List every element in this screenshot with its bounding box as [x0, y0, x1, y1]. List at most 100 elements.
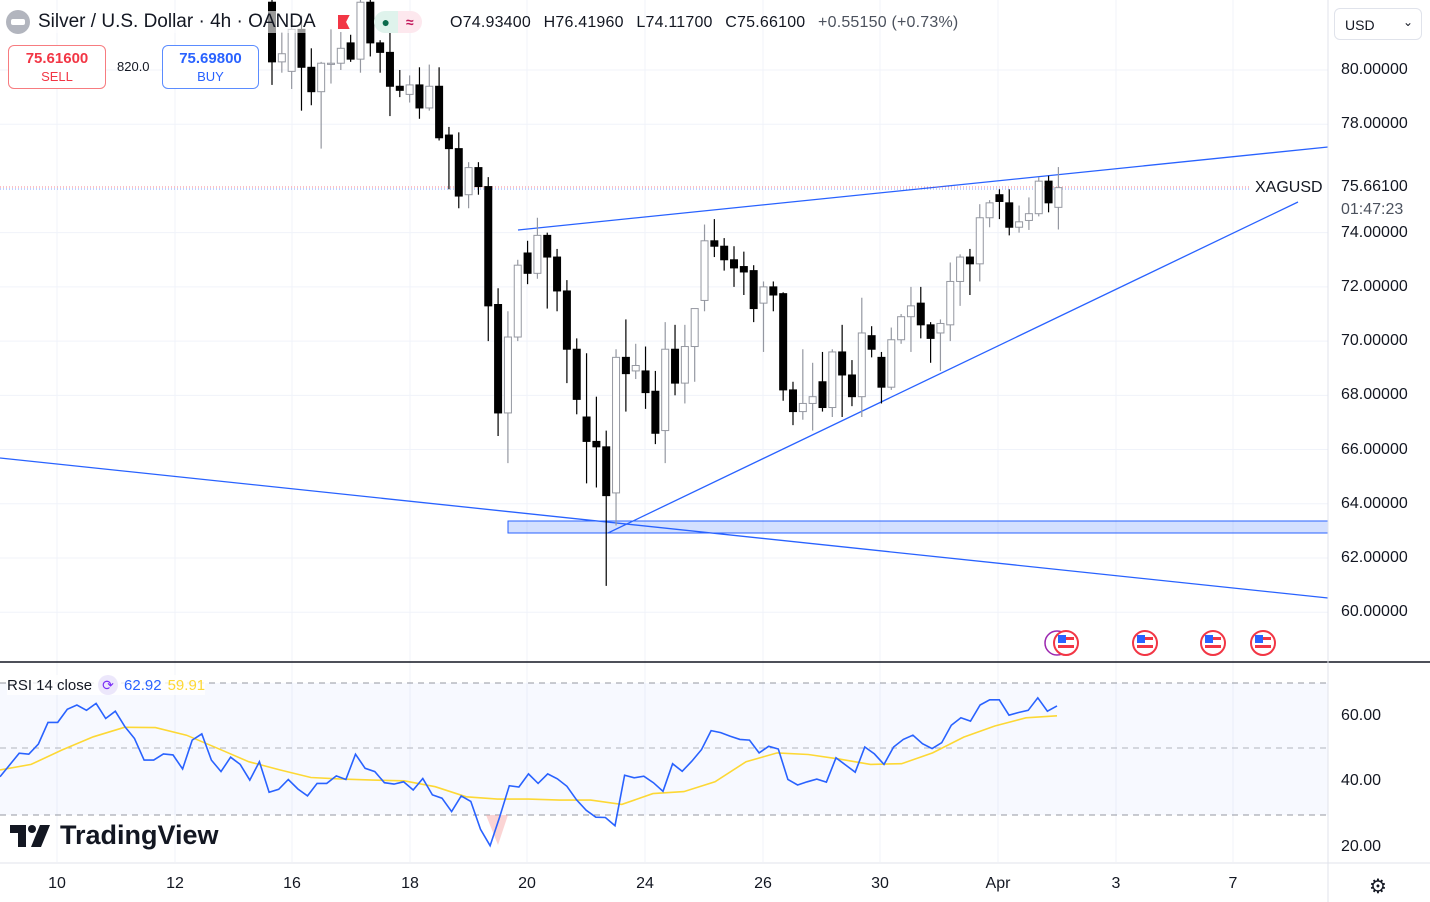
candle-up[interactable]	[1034, 177, 1043, 217]
candle-down[interactable]	[553, 248, 562, 312]
candle-down[interactable]	[788, 381, 797, 426]
candle-down[interactable]	[671, 324, 680, 396]
candle-up[interactable]	[906, 286, 915, 352]
rsi-legend[interactable]: RSI 14 close ⟳ 62.92 59.91	[7, 675, 206, 695]
symbol-title[interactable]: Silver / U.S. Dollar · 4h · OANDA	[36, 11, 318, 33]
candle-down[interactable]	[494, 288, 503, 436]
rising-support-trendline[interactable]	[607, 201, 1299, 534]
candle-down[interactable]	[641, 346, 650, 409]
candle-up[interactable]	[857, 297, 866, 418]
upper-resistance-trendline[interactable]	[517, 146, 1329, 231]
buy-button[interactable]: 75.69800 BUY	[162, 45, 259, 89]
candle-up[interactable]	[277, 32, 286, 73]
candle-up[interactable]	[680, 324, 689, 404]
us-flag-event-icon[interactable]	[1250, 630, 1276, 656]
candle-up[interactable]	[700, 224, 709, 312]
candle-down[interactable]	[562, 280, 571, 384]
candle-up[interactable]	[533, 217, 542, 279]
candle-down[interactable]	[1044, 175, 1053, 213]
candle-down[interactable]	[730, 246, 739, 287]
candle-down[interactable]	[877, 351, 886, 404]
candle-down[interactable]	[395, 70, 404, 98]
candle-up[interactable]	[956, 254, 965, 306]
candle-down[interactable]	[454, 132, 463, 209]
candle-body	[543, 234, 552, 258]
candle-up[interactable]	[513, 259, 522, 342]
candle-down[interactable]	[435, 67, 444, 141]
candle-up[interactable]	[1054, 167, 1063, 230]
flag-icon[interactable]	[337, 15, 350, 29]
candle-down[interactable]	[720, 238, 729, 271]
candle-up[interactable]	[317, 61, 326, 149]
candle-down[interactable]	[415, 67, 424, 119]
refresh-icon[interactable]: ⟳	[98, 675, 119, 695]
candle-up[interactable]	[405, 75, 414, 103]
us-flag-event-icon[interactable]	[1132, 630, 1158, 656]
candle-up[interactable]	[1024, 197, 1033, 230]
candle-down[interactable]	[543, 232, 552, 309]
sell-button[interactable]: 75.61600 SELL	[8, 45, 106, 89]
candle-down[interactable]	[484, 177, 493, 342]
candle-down[interactable]	[307, 48, 316, 106]
candle-up[interactable]	[336, 32, 345, 70]
candle-down[interactable]	[867, 326, 876, 358]
candle-up[interactable]	[631, 343, 640, 380]
candle-down[interactable]	[444, 126, 453, 190]
candle-body	[1005, 202, 1014, 228]
candle-up[interactable]	[356, 0, 365, 73]
candle-up[interactable]	[985, 200, 994, 228]
candle-up[interactable]	[798, 349, 807, 420]
candle-up[interactable]	[464, 162, 473, 209]
candle-up[interactable]	[690, 308, 699, 382]
candle-down[interactable]	[572, 338, 581, 415]
candle-down[interactable]	[926, 322, 935, 363]
descending-trendline[interactable]	[0, 457, 1329, 599]
candle-down[interactable]	[769, 281, 778, 312]
candle-down[interactable]	[346, 34, 355, 62]
symbol-header[interactable]: Silver / U.S. Dollar · 4h · OANDA ● ≈	[6, 10, 422, 34]
candle-up[interactable]	[612, 349, 621, 526]
market-status[interactable]: ● ≈	[373, 11, 422, 33]
candle-down[interactable]	[1005, 189, 1014, 236]
candle-down[interactable]	[376, 40, 385, 73]
candle-up[interactable]	[936, 319, 945, 371]
candle-down[interactable]	[739, 251, 748, 296]
candle-up[interactable]	[975, 204, 984, 282]
candle-down[interactable]	[818, 351, 827, 412]
candle-up[interactable]	[887, 327, 896, 390]
candle-down[interactable]	[838, 324, 847, 418]
support-zone[interactable]	[507, 520, 1329, 534]
candle-down[interactable]	[592, 396, 601, 488]
candle-down[interactable]	[995, 189, 1004, 220]
candle-down[interactable]	[385, 29, 394, 117]
candle-up[interactable]	[425, 64, 434, 111]
candle-up[interactable]	[828, 349, 837, 418]
candle-up[interactable]	[759, 281, 768, 352]
candle-down[interactable]	[582, 353, 591, 484]
candle-up[interactable]	[897, 313, 906, 344]
candle-down[interactable]	[916, 286, 925, 339]
candle-up[interactable]	[1015, 205, 1024, 233]
candle-down[interactable]	[474, 162, 483, 195]
candle-down[interactable]	[847, 360, 856, 407]
candle-down[interactable]	[749, 265, 758, 323]
currency-select[interactable]: USD ⌄	[1334, 8, 1422, 40]
us-flag-event-icon[interactable]	[1200, 630, 1226, 656]
us-flag-event-icon[interactable]	[1053, 630, 1079, 656]
candle-down[interactable]	[602, 430, 611, 586]
candle-down[interactable]	[779, 292, 788, 401]
candle-up[interactable]	[326, 29, 335, 84]
economic-events[interactable]	[1044, 630, 1276, 656]
candle-down[interactable]	[965, 248, 974, 296]
candle-down[interactable]	[621, 319, 630, 412]
candle-up[interactable]	[503, 311, 512, 464]
candle-up[interactable]	[946, 262, 955, 342]
candle-down[interactable]	[523, 240, 532, 285]
candle-down[interactable]	[651, 370, 660, 445]
tradingview-logo[interactable]: TradingView	[10, 820, 219, 851]
candle-up[interactable]	[661, 322, 670, 464]
settings-gear-icon[interactable]: ⚙	[1369, 876, 1387, 898]
candle-down[interactable]	[710, 219, 719, 258]
candle-up[interactable]	[808, 362, 817, 431]
